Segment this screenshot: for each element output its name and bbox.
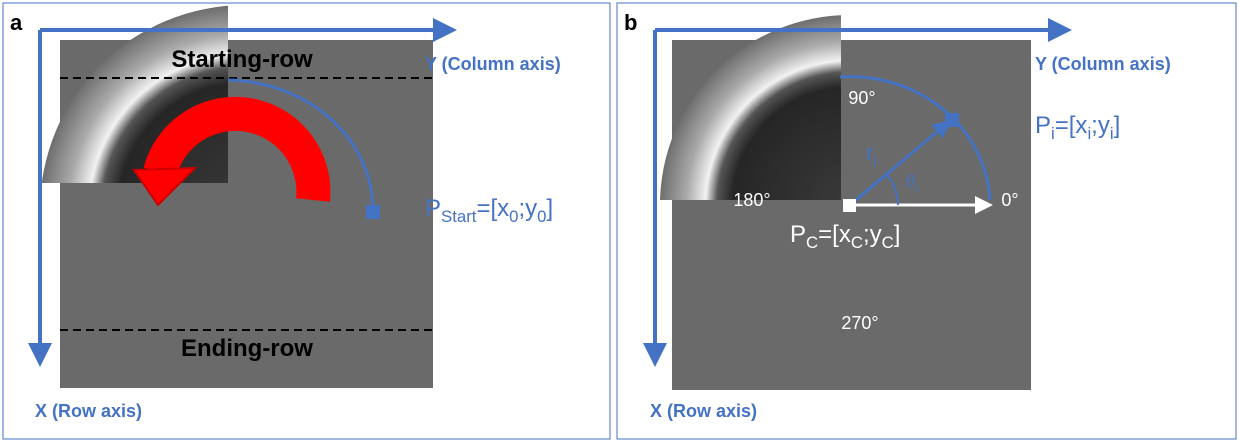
label-part: P — [790, 221, 806, 248]
label-part: r — [866, 140, 873, 165]
label-part: =[x — [1055, 112, 1088, 139]
label-part: C — [806, 233, 818, 252]
panel-letter: a — [10, 10, 23, 35]
center-point — [843, 199, 856, 212]
label-part: ] — [894, 221, 901, 248]
label-part: θ — [906, 171, 915, 191]
label-part: ] — [1114, 112, 1121, 139]
angle-label: 270° — [841, 313, 878, 333]
angle-label: 180° — [733, 190, 770, 210]
angle-label: 90° — [848, 88, 875, 108]
label-part: C — [882, 233, 894, 252]
x-axis-label: X (Row axis) — [35, 401, 142, 421]
starting-row-label: Starting-row — [171, 46, 313, 73]
start-point-label: PStart=[x0;y0] — [425, 195, 553, 226]
panel-letter: b — [624, 10, 637, 35]
label-part: Start — [441, 207, 477, 226]
y-axis-label: Y (Column axis) — [425, 54, 561, 74]
ending-row-label: Ending-row — [181, 335, 313, 362]
label-part: ;y — [1091, 112, 1110, 139]
page: {"panels": [ {"letter": "a", "y_axis": "… — [0, 0, 1239, 443]
x-axis-label: X (Row axis) — [650, 401, 757, 421]
label-part: ;y — [519, 195, 538, 222]
figure: a Starting-row Ending-row Y (Column axis… — [0, 0, 1239, 443]
label-part: =[x — [818, 221, 851, 248]
label-part: 0 — [537, 207, 546, 226]
point-i — [945, 113, 959, 127]
label-part: 0 — [509, 207, 518, 226]
label-part: P — [425, 195, 441, 222]
label-part: =[x — [476, 195, 509, 222]
label-part: P — [1035, 112, 1051, 139]
point-i-label: Pi=[xi;yi] — [1035, 112, 1120, 143]
label-part: ] — [547, 195, 554, 222]
y-axis-label: Y (Column axis) — [1035, 54, 1171, 74]
label-part: i — [915, 181, 919, 195]
start-point — [366, 205, 380, 219]
angle-label: 0° — [1001, 190, 1018, 210]
label-part: C — [851, 233, 863, 252]
label-part: i — [873, 153, 876, 170]
label-part: ;y — [863, 221, 882, 248]
